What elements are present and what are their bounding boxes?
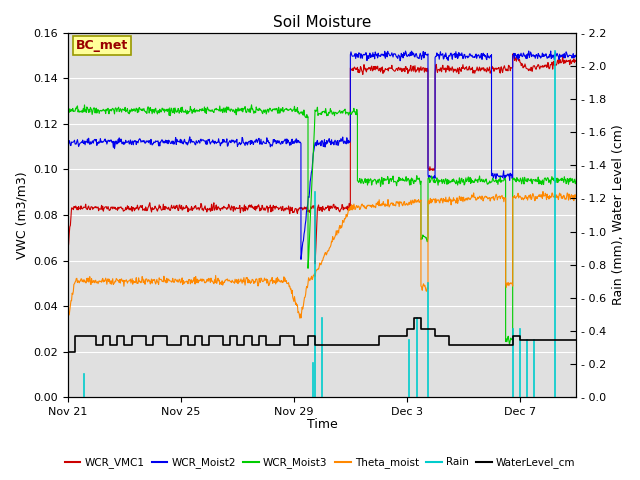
Text: BC_met: BC_met <box>76 39 128 52</box>
X-axis label: Time: Time <box>307 419 337 432</box>
Title: Soil Moisture: Soil Moisture <box>273 15 371 30</box>
Legend: WCR_VMC1, WCR_Moist2, WCR_Moist3, Theta_moist, Rain, WaterLevel_cm: WCR_VMC1, WCR_Moist2, WCR_Moist3, Theta_… <box>60 453 580 472</box>
Y-axis label: VWC (m3/m3): VWC (m3/m3) <box>15 171 28 259</box>
Y-axis label: Rain (mm), Water Level (cm): Rain (mm), Water Level (cm) <box>612 124 625 305</box>
